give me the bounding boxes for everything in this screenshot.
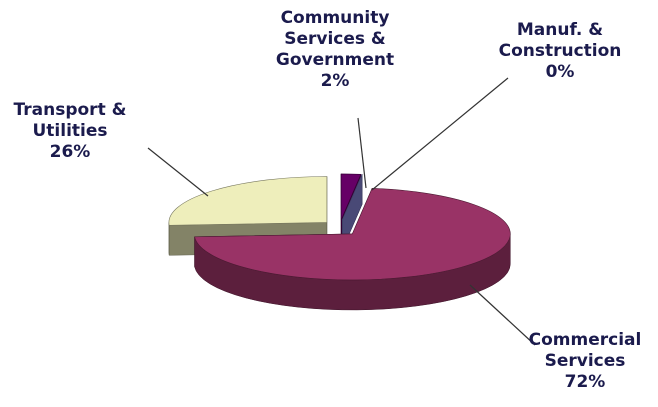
leader-line	[469, 284, 536, 346]
slice-label: Commercial Services 72%	[520, 330, 650, 393]
slice	[340, 173, 362, 221]
leader-line	[371, 77, 509, 191]
leader-line	[357, 117, 367, 189]
category-label: Commercial Services	[528, 330, 642, 371]
slice	[341, 174, 363, 221]
value-label: 26%	[49, 142, 91, 162]
category-label: Community Services & Government	[275, 8, 395, 70]
value-label: 2%	[320, 71, 350, 91]
leader-line	[147, 147, 209, 197]
value-label: 72%	[564, 372, 606, 392]
slice-label: Manuf. & Construction 0%	[480, 20, 640, 83]
slice-label: Transport & Utilities 26%	[5, 100, 135, 163]
slice	[168, 176, 328, 226]
slice	[194, 187, 511, 281]
category-label: Manuf. & Construction	[498, 20, 622, 61]
category-label: Transport & Utilities	[13, 100, 127, 141]
slice-label: Community Services & Government 2%	[255, 8, 415, 92]
value-label: 0%	[545, 62, 575, 82]
slices	[168, 173, 511, 311]
leader-lines	[147, 77, 536, 346]
